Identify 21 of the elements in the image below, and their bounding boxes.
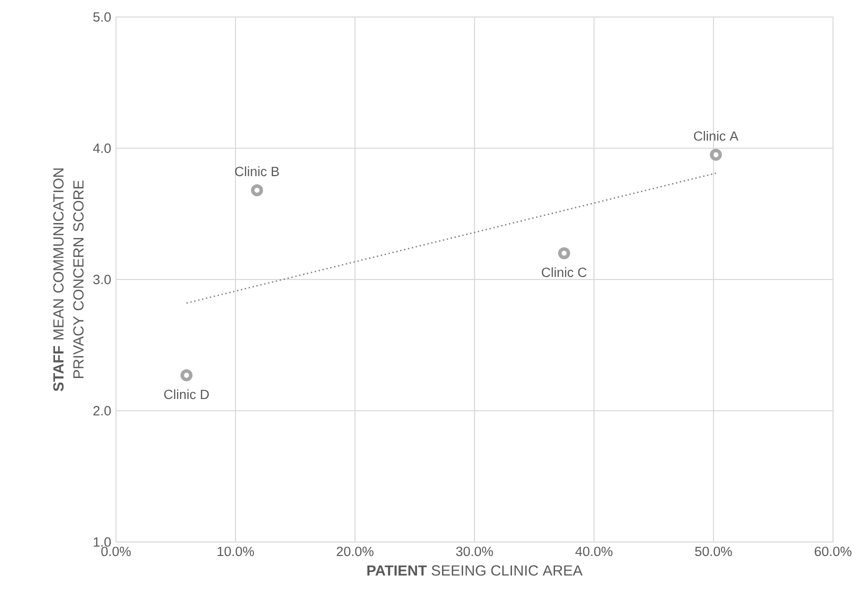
x-tick-label: 0.0% xyxy=(101,546,131,556)
annotation: Clinic A xyxy=(694,130,738,141)
point xyxy=(558,247,570,260)
x-tick-label: 30.0% xyxy=(456,546,493,556)
y-tick-label: 1.0 xyxy=(94,537,111,547)
x-tick-label: 40.0% xyxy=(575,546,612,556)
y-tick-label: 3.0 xyxy=(93,274,111,284)
annotation: Clinic D xyxy=(164,389,209,400)
x-tick-label: 60.0% xyxy=(814,546,852,556)
x-tick-label: 20.0% xyxy=(336,546,374,556)
annotation: Clinic B xyxy=(235,166,279,176)
annotation: Clinic C xyxy=(542,267,587,278)
point xyxy=(710,148,722,161)
y-tick-label: 4.0 xyxy=(93,144,111,153)
x-axis-title: PATIENT SEEING CLINIC AREA xyxy=(367,565,583,576)
x-tick-label: 10.0% xyxy=(218,546,254,556)
point xyxy=(180,369,193,382)
x-tick-label: 50.0% xyxy=(695,546,732,556)
y-tick-label: 2.0 xyxy=(93,406,111,416)
point xyxy=(251,184,264,196)
y-tick-label: 5.0 xyxy=(93,12,111,22)
